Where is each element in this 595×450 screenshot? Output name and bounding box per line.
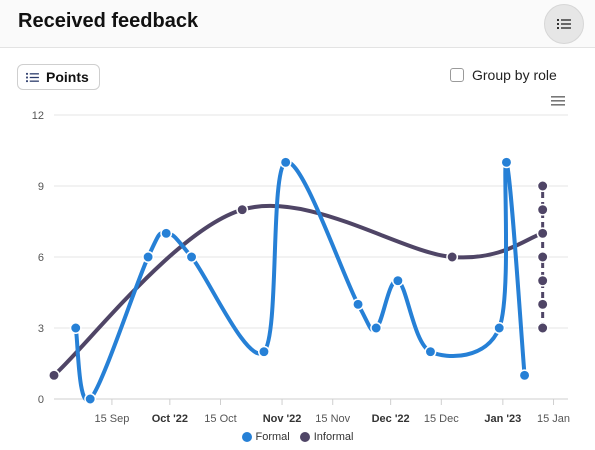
y-tick-label: 12 [32,110,44,122]
data-point-informal [536,298,549,311]
page-title: Received feedback [18,10,199,32]
group-by-role-checkbox[interactable] [450,68,464,82]
data-point-formal [257,345,270,358]
y-tick-label: 6 [38,252,44,264]
data-point-formal [518,369,531,382]
legend-marker-informal [299,432,310,442]
data-point-formal [279,156,292,169]
data-point-formal [69,322,82,334]
data-point-formal [142,251,155,263]
x-tick-label: 15 Nov [315,413,350,425]
y-tick-label: 0 [38,394,44,406]
data-point-formal [185,251,198,263]
series-line-formal [73,160,527,403]
data-point-informal [536,274,549,287]
x-tick-label: 15 Jan [537,413,570,425]
chart-legend: Formal Informal [0,431,595,443]
x-tick-label: 15 Sep [94,413,129,425]
data-point-formal [391,274,404,287]
data-point-formal [160,227,173,240]
page-header: Received feedback [0,0,595,48]
list-icon [26,72,39,82]
menu-button[interactable] [544,4,584,44]
x-tick-label: Oct '22 [152,413,188,425]
legend-label-formal: Formal [255,431,290,443]
data-point-informal [236,203,249,216]
data-point-formal [493,322,506,334]
data-point-formal [84,393,97,405]
data-point-informal [536,203,549,216]
data-point-formal [500,156,513,169]
series-line-informal [52,203,545,378]
data-point-informal [536,180,549,192]
chart-menu-icon[interactable] [550,95,566,107]
y-tick-label: 9 [38,181,44,193]
x-tick-label: Nov '22 [263,413,302,425]
legend-marker-formal [241,432,252,442]
points-button[interactable]: Points [17,64,100,90]
list-icon [557,19,571,29]
data-point-informal [536,251,549,263]
data-point-informal [536,322,549,334]
data-point-informal [536,227,549,240]
data-point-formal [424,345,437,358]
x-tick-label: Jan '23 [484,413,521,425]
data-point-informal [446,251,459,263]
legend-item-formal[interactable]: Formal [241,431,290,443]
group-by-role-label: Group by role [472,67,557,83]
data-point-formal [352,298,365,311]
points-button-label: Points [46,69,89,85]
legend-label-informal: Informal [313,431,354,443]
legend-item-informal[interactable]: Informal [299,431,354,443]
x-tick-label: 15 Dec [424,413,459,425]
x-tick-label: 15 Oct [204,413,236,425]
data-point-formal [370,322,383,334]
y-tick-label: 3 [38,323,44,335]
data-point-informal [48,369,60,382]
x-tick-label: Dec '22 [372,413,410,425]
group-by-role-toggle[interactable]: Group by role [450,67,557,83]
